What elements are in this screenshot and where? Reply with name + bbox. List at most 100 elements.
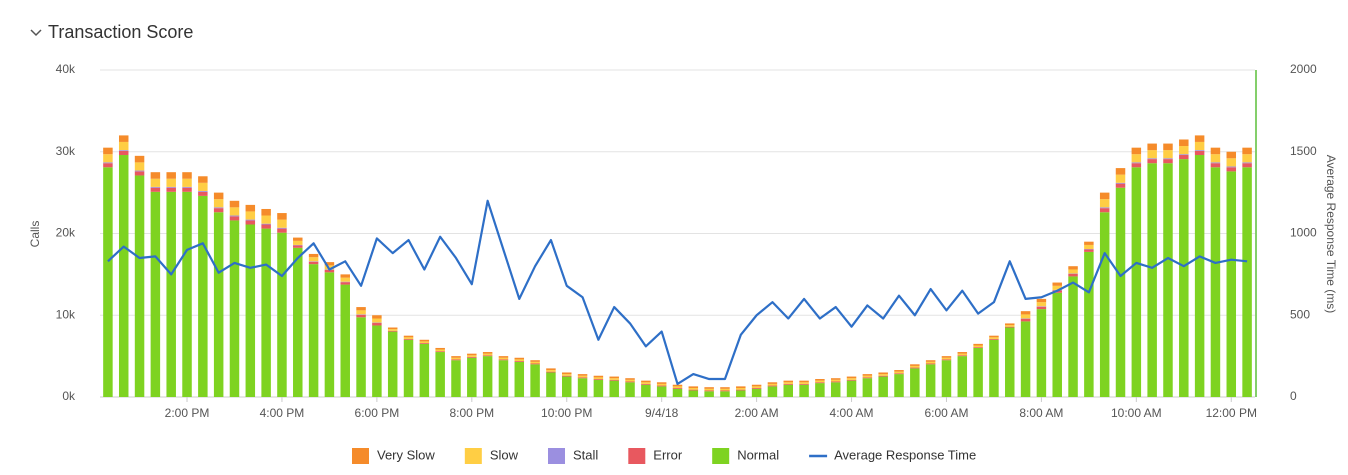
bar-segment <box>593 379 604 397</box>
y-tick-label: 10k <box>56 307 76 321</box>
bar-segment <box>1194 141 1205 151</box>
bar-segment <box>293 245 303 248</box>
bar-segment <box>751 388 762 389</box>
bar-segment <box>1242 163 1252 168</box>
bar-segment <box>372 318 382 323</box>
y2-axis-label: Average Response Time (ms) <box>1324 155 1338 314</box>
bar-segment <box>1147 159 1157 164</box>
bar-segment <box>910 368 920 397</box>
bar-segment <box>1084 241 1094 245</box>
bar-segment <box>1052 285 1062 290</box>
bar-segment <box>1099 207 1110 209</box>
bar-segment <box>704 387 714 389</box>
bar-segment <box>245 220 256 225</box>
legend-label: Slow <box>490 447 519 462</box>
bar-segment <box>1147 163 1157 397</box>
bar-segment <box>767 382 778 384</box>
bar-segment <box>182 187 192 192</box>
bar-segment <box>498 360 509 397</box>
bar-segment <box>467 356 477 358</box>
bar-segment <box>625 382 635 397</box>
bar-segment <box>830 381 841 383</box>
bar-segment <box>482 356 493 397</box>
bar-segment <box>609 379 619 381</box>
y2-tick-label: 500 <box>1290 307 1310 321</box>
bar-segment <box>403 339 414 397</box>
bar-segment <box>387 330 398 332</box>
y-tick-label: 0k <box>62 389 76 403</box>
bar-segment <box>751 384 762 387</box>
bar-segment <box>736 386 746 389</box>
bar-segment <box>261 215 271 224</box>
bar-segment <box>530 364 540 397</box>
bar-segment <box>356 310 366 315</box>
bar-segment <box>941 357 952 360</box>
bar-segment <box>736 390 746 397</box>
bar-segment <box>261 224 271 229</box>
bar-segment <box>103 163 113 168</box>
bar-segment <box>1194 155 1205 397</box>
bar-segment <box>1179 146 1189 155</box>
bar-segment <box>1163 150 1173 159</box>
y2-tick-label: 0 <box>1290 389 1297 403</box>
x-tick-label: 2:00 PM <box>165 406 210 420</box>
bar-segment <box>1084 249 1094 252</box>
bar-segment <box>1068 266 1078 270</box>
bar-segment <box>198 176 208 183</box>
x-tick-label: 9/4/18 <box>645 406 679 420</box>
bar-segment <box>1163 163 1173 397</box>
bar-segment <box>736 389 746 391</box>
bar-segment <box>166 178 176 187</box>
bar-segment <box>562 374 572 376</box>
bar-segment <box>625 381 635 383</box>
bar-segment <box>1115 182 1126 184</box>
bar-segment <box>277 219 287 228</box>
bar-segment <box>704 388 714 391</box>
bar-segment <box>213 208 224 213</box>
bar-segment <box>103 154 113 163</box>
bar-segment <box>1020 318 1031 322</box>
bar-segment <box>720 387 730 389</box>
bar-segment <box>150 186 161 188</box>
bar-segment <box>182 191 192 397</box>
bar-segment <box>1036 302 1047 307</box>
bar-segment <box>846 378 857 380</box>
bar-segment <box>1131 154 1142 163</box>
bar-segment <box>704 390 714 392</box>
bar-segment <box>482 352 493 354</box>
legend-swatch <box>548 448 565 464</box>
bar-segment <box>862 374 873 376</box>
x-tick-label: 8:00 AM <box>1019 406 1063 420</box>
bar-segment <box>150 178 161 187</box>
bar-segment <box>1226 171 1237 397</box>
bar-segment <box>419 341 430 344</box>
bar-segment <box>751 388 762 397</box>
bar-segment <box>134 170 145 172</box>
bar-segment <box>1068 269 1078 274</box>
bar-segment <box>514 359 525 362</box>
bar-segment <box>277 213 287 220</box>
bar-segment <box>103 147 113 155</box>
bar-segment <box>704 391 714 397</box>
bar-segment <box>878 372 888 375</box>
bar-segment <box>577 375 588 378</box>
bar-segment <box>941 356 952 358</box>
bar-segment <box>340 277 350 282</box>
bar-segment <box>213 199 224 208</box>
bar-segment <box>118 150 129 151</box>
bar-segment <box>1242 167 1252 397</box>
collapse-chevron[interactable] <box>30 29 42 37</box>
bar-segment <box>609 378 619 380</box>
bar-segment <box>688 386 699 389</box>
bar-segment <box>925 364 936 397</box>
bar-segment <box>641 383 651 385</box>
bar-segment <box>198 191 208 196</box>
bar-segment <box>862 377 873 379</box>
bar-segment <box>1194 150 1205 156</box>
bar-segment <box>609 376 619 379</box>
bar-segment <box>1147 158 1157 160</box>
bar-segment <box>577 374 588 376</box>
bar-segment <box>1147 143 1157 151</box>
bar-segment <box>720 391 730 397</box>
